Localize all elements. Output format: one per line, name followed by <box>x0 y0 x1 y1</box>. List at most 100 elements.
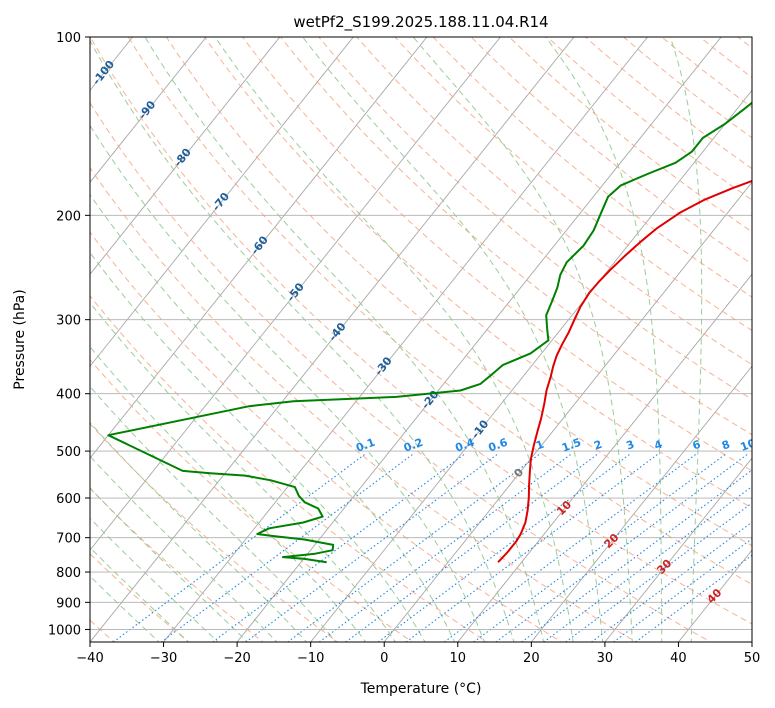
x-tick-label: −10 <box>297 651 324 666</box>
mixing-ratio-line <box>634 554 752 642</box>
y-tick-label: 100 <box>56 31 81 46</box>
moist-adiabat-line <box>144 37 545 642</box>
moist-adiabat-label: 30 <box>654 557 674 577</box>
moist-adiabat-line <box>90 517 219 642</box>
isotherm-lines <box>0 24 752 645</box>
isotherm-line <box>604 457 752 642</box>
dry-adiabat-line <box>737 37 752 49</box>
x-tick-label: −20 <box>223 651 250 666</box>
mixing-ratio-label: 1 <box>534 438 546 453</box>
mixing-ratio-label: 0.2 <box>402 436 425 455</box>
mixing-ratio-line <box>112 453 367 642</box>
dry-adiabat-line <box>90 231 563 642</box>
dry-adiabat-line <box>699 37 752 79</box>
isotherm-label: 0 <box>511 466 526 480</box>
mixing-ratio-line <box>564 502 752 642</box>
mixing-ratio-label: 0.4 <box>453 436 476 455</box>
y-tick-label: 500 <box>56 445 81 460</box>
mixing-ratio-line <box>405 453 659 642</box>
mixing-ratio-line <box>211 453 466 642</box>
dry-adiabat-line <box>622 37 752 139</box>
x-tick-label: 10 <box>450 651 467 666</box>
isotherm-line <box>162 37 649 642</box>
plot-frame <box>89 36 753 643</box>
mixing-ratio-label: 8 <box>720 438 732 453</box>
dry-adiabat-line <box>90 295 488 642</box>
dry-adiabat-line <box>203 37 752 509</box>
mixing-ratio-line <box>318 453 572 642</box>
dry-adiabat-line <box>90 37 752 625</box>
moist-adiabat-line <box>90 487 249 642</box>
plot-area: -100-90-80-70-60-50-40-30-20-10010203040… <box>0 24 775 645</box>
isopleth-labels: -100-90-80-70-60-50-40-30-20-10010203040… <box>90 58 775 607</box>
mixing-ratio-label: 0.1 <box>354 436 377 455</box>
moist-adiabat-line <box>90 546 190 642</box>
mixing-ratio-label: 13 <box>764 436 775 453</box>
mixing-ratio-line <box>520 469 752 642</box>
x-tick-label: 30 <box>597 651 614 666</box>
x-tick-label: −40 <box>76 651 103 666</box>
dry-adiabat-line <box>546 37 752 201</box>
dry-adiabat-line <box>90 487 265 642</box>
isotherm-line <box>0 24 70 645</box>
isotherm-label: -30 <box>372 354 395 378</box>
isotherm-line <box>383 181 752 642</box>
x-tick-label: 0 <box>380 651 388 666</box>
mixing-ratio-line <box>160 453 414 642</box>
mixing-ratio-label: 2 <box>592 438 604 453</box>
dry-adiabat-line <box>584 37 752 170</box>
isotherm-label: -70 <box>210 190 233 214</box>
moist-adiabat-line <box>90 124 485 642</box>
dewpoint-line <box>107 101 752 564</box>
mixing-ratio-label: 0.6 <box>487 436 510 455</box>
isotherm-label: -50 <box>284 280 307 304</box>
isotherm-line <box>310 89 752 642</box>
x-tick-label: 40 <box>670 651 687 666</box>
dry-adiabat-line <box>165 37 752 547</box>
y-tick-label: 200 <box>56 209 81 224</box>
x-tick-label: 50 <box>744 651 761 666</box>
isotherm-line <box>90 37 502 551</box>
dry-adiabat-line <box>356 37 752 366</box>
dry-adiabat-line <box>90 423 339 642</box>
dry-adiabat-lines <box>90 37 752 642</box>
moist-adiabat-lines <box>90 37 703 642</box>
isotherm-label: -20 <box>419 388 442 412</box>
x-tick-label: 20 <box>523 651 540 666</box>
moist-adiabat-line <box>90 39 515 642</box>
mixing-ratio-label: 10 <box>739 436 758 454</box>
y-tick-label: 900 <box>56 596 81 611</box>
moist-adiabat-line <box>302 37 604 642</box>
isotherm-label: -60 <box>248 233 271 257</box>
isotherm-line <box>90 37 428 459</box>
isotherm-line <box>90 37 354 367</box>
x-tick-label: −30 <box>150 651 177 666</box>
mixing-ratio-label: 4 <box>652 438 664 453</box>
moist-adiabat-label: 10 <box>554 498 574 518</box>
isotherm-line <box>530 365 752 642</box>
dry-adiabat-line <box>470 37 752 265</box>
pressure-gridlines <box>90 37 752 630</box>
y-tick-label: 700 <box>56 532 81 547</box>
mixing-ratio-line <box>590 521 752 642</box>
dry-adiabat-line <box>127 37 752 585</box>
moist-adiabat-line <box>90 455 278 642</box>
y-tick-label: 600 <box>56 492 81 507</box>
moist-adiabat-line <box>90 421 308 642</box>
y-tick-label: 400 <box>56 388 81 403</box>
mixing-ratio-line <box>494 453 749 642</box>
mixing-ratio-line <box>377 453 631 642</box>
mixing-ratio-line <box>244 453 499 642</box>
y-tick-label: 800 <box>56 566 81 581</box>
moist-adiabat-line <box>90 251 426 642</box>
y-axis-label: Pressure (hPa) <box>12 289 28 389</box>
isotherm-label: -100 <box>90 58 118 88</box>
isotherm-line <box>457 273 752 642</box>
mixing-ratio-line <box>286 453 541 642</box>
mixing-ratio-lines <box>112 453 752 642</box>
isotherm-line <box>90 37 281 275</box>
isotherm-line <box>751 641 752 642</box>
chart-title: wetPf2_S199.2025.188.11.04.R14 <box>293 13 548 32</box>
isotherm-line <box>90 37 207 183</box>
